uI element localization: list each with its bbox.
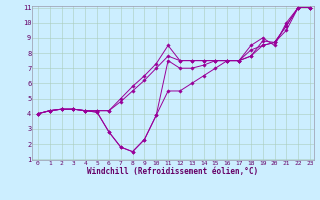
X-axis label: Windchill (Refroidissement éolien,°C): Windchill (Refroidissement éolien,°C) (87, 167, 258, 176)
